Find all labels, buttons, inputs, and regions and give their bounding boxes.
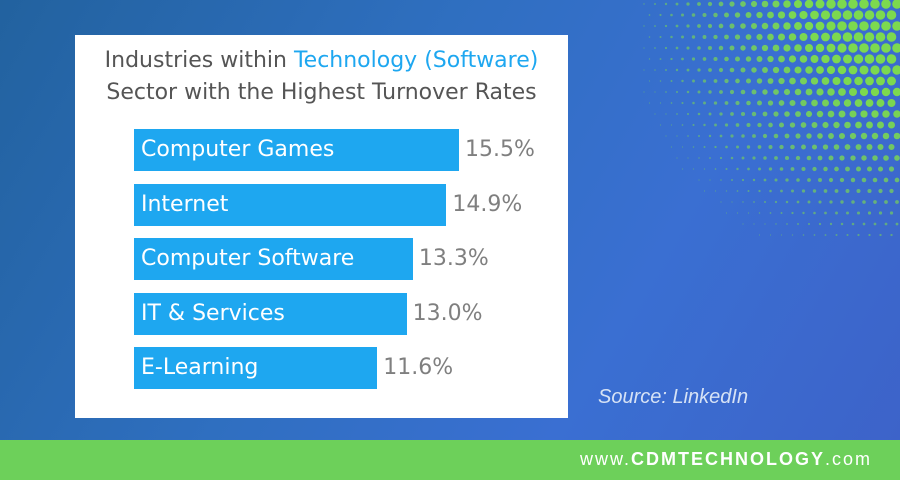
website-suffix: .com xyxy=(824,449,872,469)
bar-label-2: Computer Software xyxy=(141,246,355,271)
bar-label-4: E-Learning xyxy=(141,355,259,380)
dot-pattern-decoration xyxy=(643,0,900,237)
title-text: Industries within xyxy=(104,48,294,73)
footer-bar: www.CDMTECHNOLOGY.com xyxy=(0,440,900,480)
value-label-1: 14.9% xyxy=(452,191,523,217)
title-accent: Technology (Software) xyxy=(293,48,539,73)
website-prefix: www. xyxy=(579,449,631,469)
bar-label-1: Internet xyxy=(141,191,229,217)
bar-3 xyxy=(134,292,407,335)
bar-label-3: IT & Services xyxy=(141,300,285,326)
value-label-3: 13.0% xyxy=(412,300,483,326)
website-brand: CDMTECHNOLOGY xyxy=(630,449,825,469)
chart-title: Industries within Technology (Software) … xyxy=(75,45,568,109)
bar-2 xyxy=(134,238,413,280)
value-label-4: 11.6% xyxy=(383,355,454,380)
title-line2: Sector with the Highest Turnover Rates xyxy=(106,80,537,105)
value-label-2: 13.3% xyxy=(418,246,489,271)
bar-0 xyxy=(134,129,459,171)
bar-label-0: Computer Games xyxy=(141,137,335,162)
bar-1 xyxy=(134,183,447,226)
source-note: Source: LinkedIn xyxy=(598,386,749,408)
chart-card: Industries within Technology (Software) … xyxy=(75,35,568,418)
bar-4 xyxy=(134,347,378,389)
bar-chart: Computer Games 15.5% Internet 14.9% Computer… xyxy=(75,35,568,418)
value-label-0: 15.5% xyxy=(465,137,535,162)
website-link[interactable]: www.CDMTECHNOLOGY.com xyxy=(580,449,872,470)
